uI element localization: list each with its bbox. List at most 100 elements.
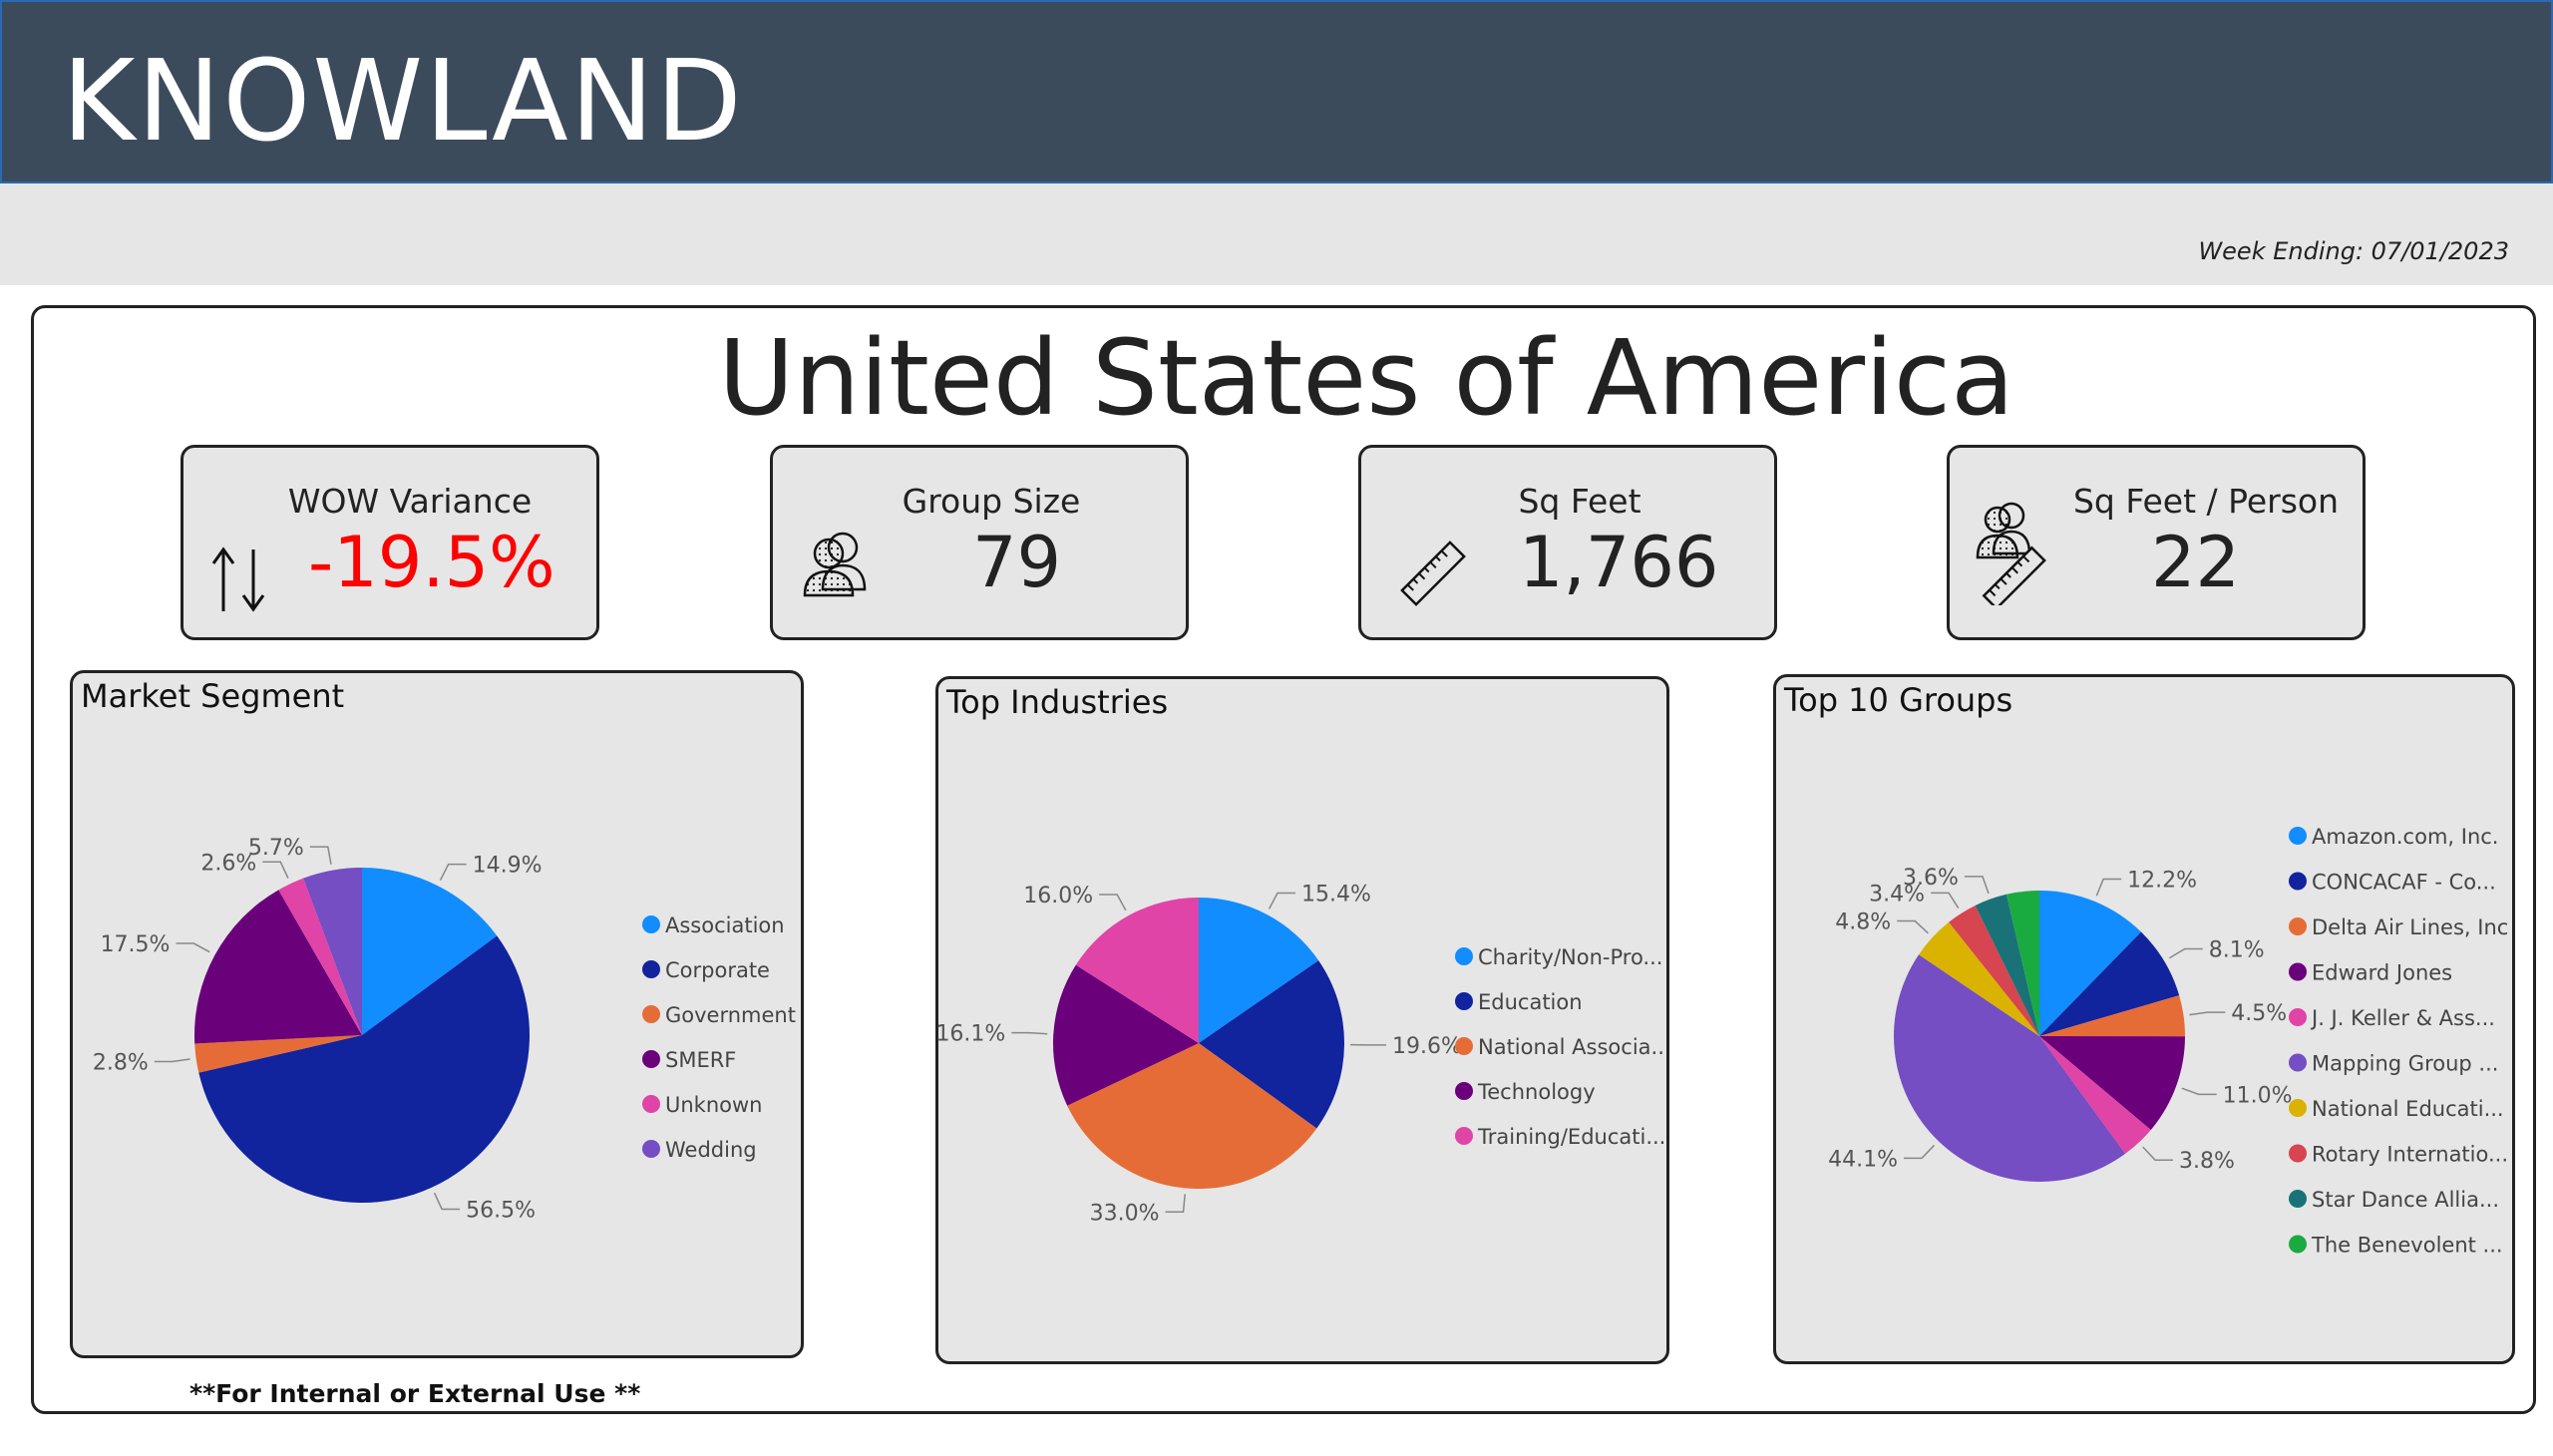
kpi-card-wow-variance[interactable]: WOW Variance -19.5% — [181, 445, 599, 640]
top-industries-chart[interactable]: Top Industries 15.4% 19.6% 33.0% 16.1% 16.0%… — [935, 676, 1669, 1364]
leader-line — [433, 1192, 461, 1211]
data-label: 56.5% — [466, 1198, 536, 1223]
pie-slice-4[interactable] — [2039, 1036, 2151, 1154]
legend-item[interactable]: CONCACAF - Co... — [2312, 871, 2496, 895]
pie-slice-3[interactable] — [1053, 964, 1199, 1106]
header-bar: KNOWLAND — [0, 0, 2553, 183]
legend-item[interactable]: Association — [665, 913, 785, 937]
legend-marker — [1455, 1037, 1473, 1055]
legend-marker — [2289, 1008, 2307, 1026]
legend-item[interactable]: Rotary Internatio... — [2312, 1143, 2508, 1167]
data-label: 2.8% — [93, 1050, 149, 1075]
pie-slice-5[interactable] — [1894, 954, 2126, 1182]
data-label: 44.1% — [1828, 1147, 1898, 1172]
pie-slice-9[interactable] — [2006, 891, 2039, 1036]
legend-item[interactable]: Training/Educati... — [1477, 1125, 1665, 1149]
market-segment-pie: 14.9% 56.5% 2.8% 17.5% 2.6%5.7% Association Co… — [93, 836, 796, 1223]
legend-marker — [1455, 1082, 1473, 1100]
data-label: 33.0% — [1090, 1201, 1160, 1226]
legend-marker — [642, 1140, 660, 1158]
pie-slice-7[interactable] — [1949, 905, 2039, 1036]
leader-line — [1011, 1031, 1048, 1035]
top-10-groups-chart[interactable]: Top 10 Groups 12.2% 8.1% 4.5% 11.0% 3.8% 44.1… — [1773, 674, 2515, 1364]
pie-slice-4[interactable] — [278, 878, 362, 1035]
leader-line — [1931, 892, 1960, 909]
kpi-label: Sq Feet / Person — [2072, 482, 2340, 521]
legend-item[interactable]: Government — [665, 1003, 796, 1027]
pie-slice-0[interactable] — [2039, 891, 2142, 1036]
kpi-label: WOW Variance — [287, 482, 533, 521]
legend-item[interactable]: J. J. Keller & Ass... — [2310, 1006, 2495, 1030]
leader-line — [309, 846, 332, 865]
legend-item[interactable]: Mapping Group ... — [2312, 1052, 2498, 1076]
pie-slice-2[interactable] — [2039, 995, 2185, 1037]
kpi-card-group-size[interactable]: Group Size 79 — [770, 445, 1189, 640]
legend-item[interactable]: National Educati... — [2312, 1097, 2504, 1121]
data-label: 3.8% — [2179, 1149, 2235, 1174]
data-label: 2.6% — [200, 851, 256, 876]
pie-slice-4[interactable] — [1075, 898, 1199, 1043]
legend-marker — [2289, 872, 2307, 891]
data-label: 4.8% — [1835, 910, 1891, 935]
leader-line — [262, 861, 289, 879]
legend-item[interactable]: Education — [1478, 990, 1583, 1014]
data-label: 14.9% — [473, 854, 543, 879]
week-ending-label: Week Ending: 07/01/2023 — [2198, 237, 2509, 265]
data-label: 16.0% — [1023, 884, 1093, 909]
data-label: 8.1% — [2209, 938, 2265, 963]
kpi-card-sq-feet[interactable]: Sq Feet 1,766 — [1358, 445, 1777, 640]
pie-slice-2[interactable] — [1067, 1043, 1317, 1189]
market-segment-chart[interactable]: Market Segment 14.9% 56.5% 2.8% 17.5% 2.6% 5.… — [70, 670, 804, 1358]
top-10-groups-pie: 12.2% 8.1% 4.5% 11.0% 3.8% 44.1% 4.8% 3.4%3.6% A… — [1828, 825, 2508, 1258]
kpi-label: Group Size — [902, 482, 1081, 521]
pie-slice-0[interactable] — [1199, 898, 1319, 1043]
chart-title: Top Industries — [946, 683, 1169, 721]
legend-item[interactable]: Delta Air Lines, Inc — [2312, 915, 2508, 939]
legend-item[interactable]: Corporate — [665, 958, 770, 982]
leader-line — [1165, 1194, 1186, 1214]
leader-line — [176, 942, 210, 953]
legend-item[interactable]: Wedding — [665, 1138, 757, 1162]
legend-item[interactable]: Amazon.com, Inc. — [2312, 825, 2498, 849]
data-label: 11.0% — [2223, 1083, 2293, 1108]
legend-marker — [642, 1050, 660, 1068]
pie-slice-2[interactable] — [194, 1035, 362, 1073]
leader-line — [1897, 919, 1929, 934]
people-ruler-icon — [1976, 502, 2046, 605]
legend-item[interactable]: National Associa... — [1478, 1035, 1669, 1059]
pie-slice-5[interactable] — [303, 868, 362, 1035]
kpi-value-group-size: 79 — [972, 522, 1062, 603]
pie-slice-1[interactable] — [198, 935, 530, 1203]
legend-marker — [1455, 947, 1473, 965]
pie-slice-6[interactable] — [1919, 921, 2039, 1036]
leader-line — [2181, 1087, 2217, 1096]
legend-item[interactable]: Technology — [1477, 1080, 1596, 1104]
kpi-card-sq-feet-person[interactable]: Sq Feet / Person 22 — [1947, 445, 2366, 640]
leader-line — [2189, 1011, 2226, 1016]
legend-item[interactable]: Edward Jones — [2312, 961, 2452, 985]
pie-slice-3[interactable] — [2039, 1036, 2185, 1130]
footer-note: **For Internal or External Use ** — [189, 1379, 641, 1408]
top-industries-pie: 15.4% 19.6% 33.0% 16.1% 16.0% Charity/Non-Pro… — [938, 882, 1669, 1226]
pie-slice-1[interactable] — [2039, 931, 2180, 1036]
legend-marker — [2289, 1099, 2307, 1117]
pie-slice-8[interactable] — [1975, 894, 2039, 1036]
sub-header-bar — [0, 183, 2553, 285]
data-label: 12.2% — [2127, 869, 2197, 894]
people-icon — [803, 532, 867, 597]
leader-line — [154, 1058, 190, 1063]
legend-item[interactable]: SMERF — [665, 1048, 736, 1072]
pie-slice-0[interactable] — [362, 868, 498, 1035]
legend-item[interactable]: Star Dance Allia... — [2312, 1188, 2499, 1212]
legend-item[interactable]: The Benevolent ... — [2311, 1234, 2503, 1258]
kpi-value-sq-feet: 1,766 — [1519, 522, 1719, 603]
pie-slice-3[interactable] — [194, 890, 362, 1044]
legend-marker — [642, 960, 660, 978]
legend-item[interactable]: Unknown — [665, 1093, 762, 1117]
page-title: United States of America — [718, 317, 2014, 439]
legend-marker — [2289, 962, 2307, 981]
legend-marker — [642, 1005, 660, 1023]
legend-item[interactable]: Charity/Non-Pro... — [1478, 945, 1662, 969]
pie-slice-1[interactable] — [1199, 960, 1344, 1129]
legend-marker — [2289, 1053, 2307, 1072]
